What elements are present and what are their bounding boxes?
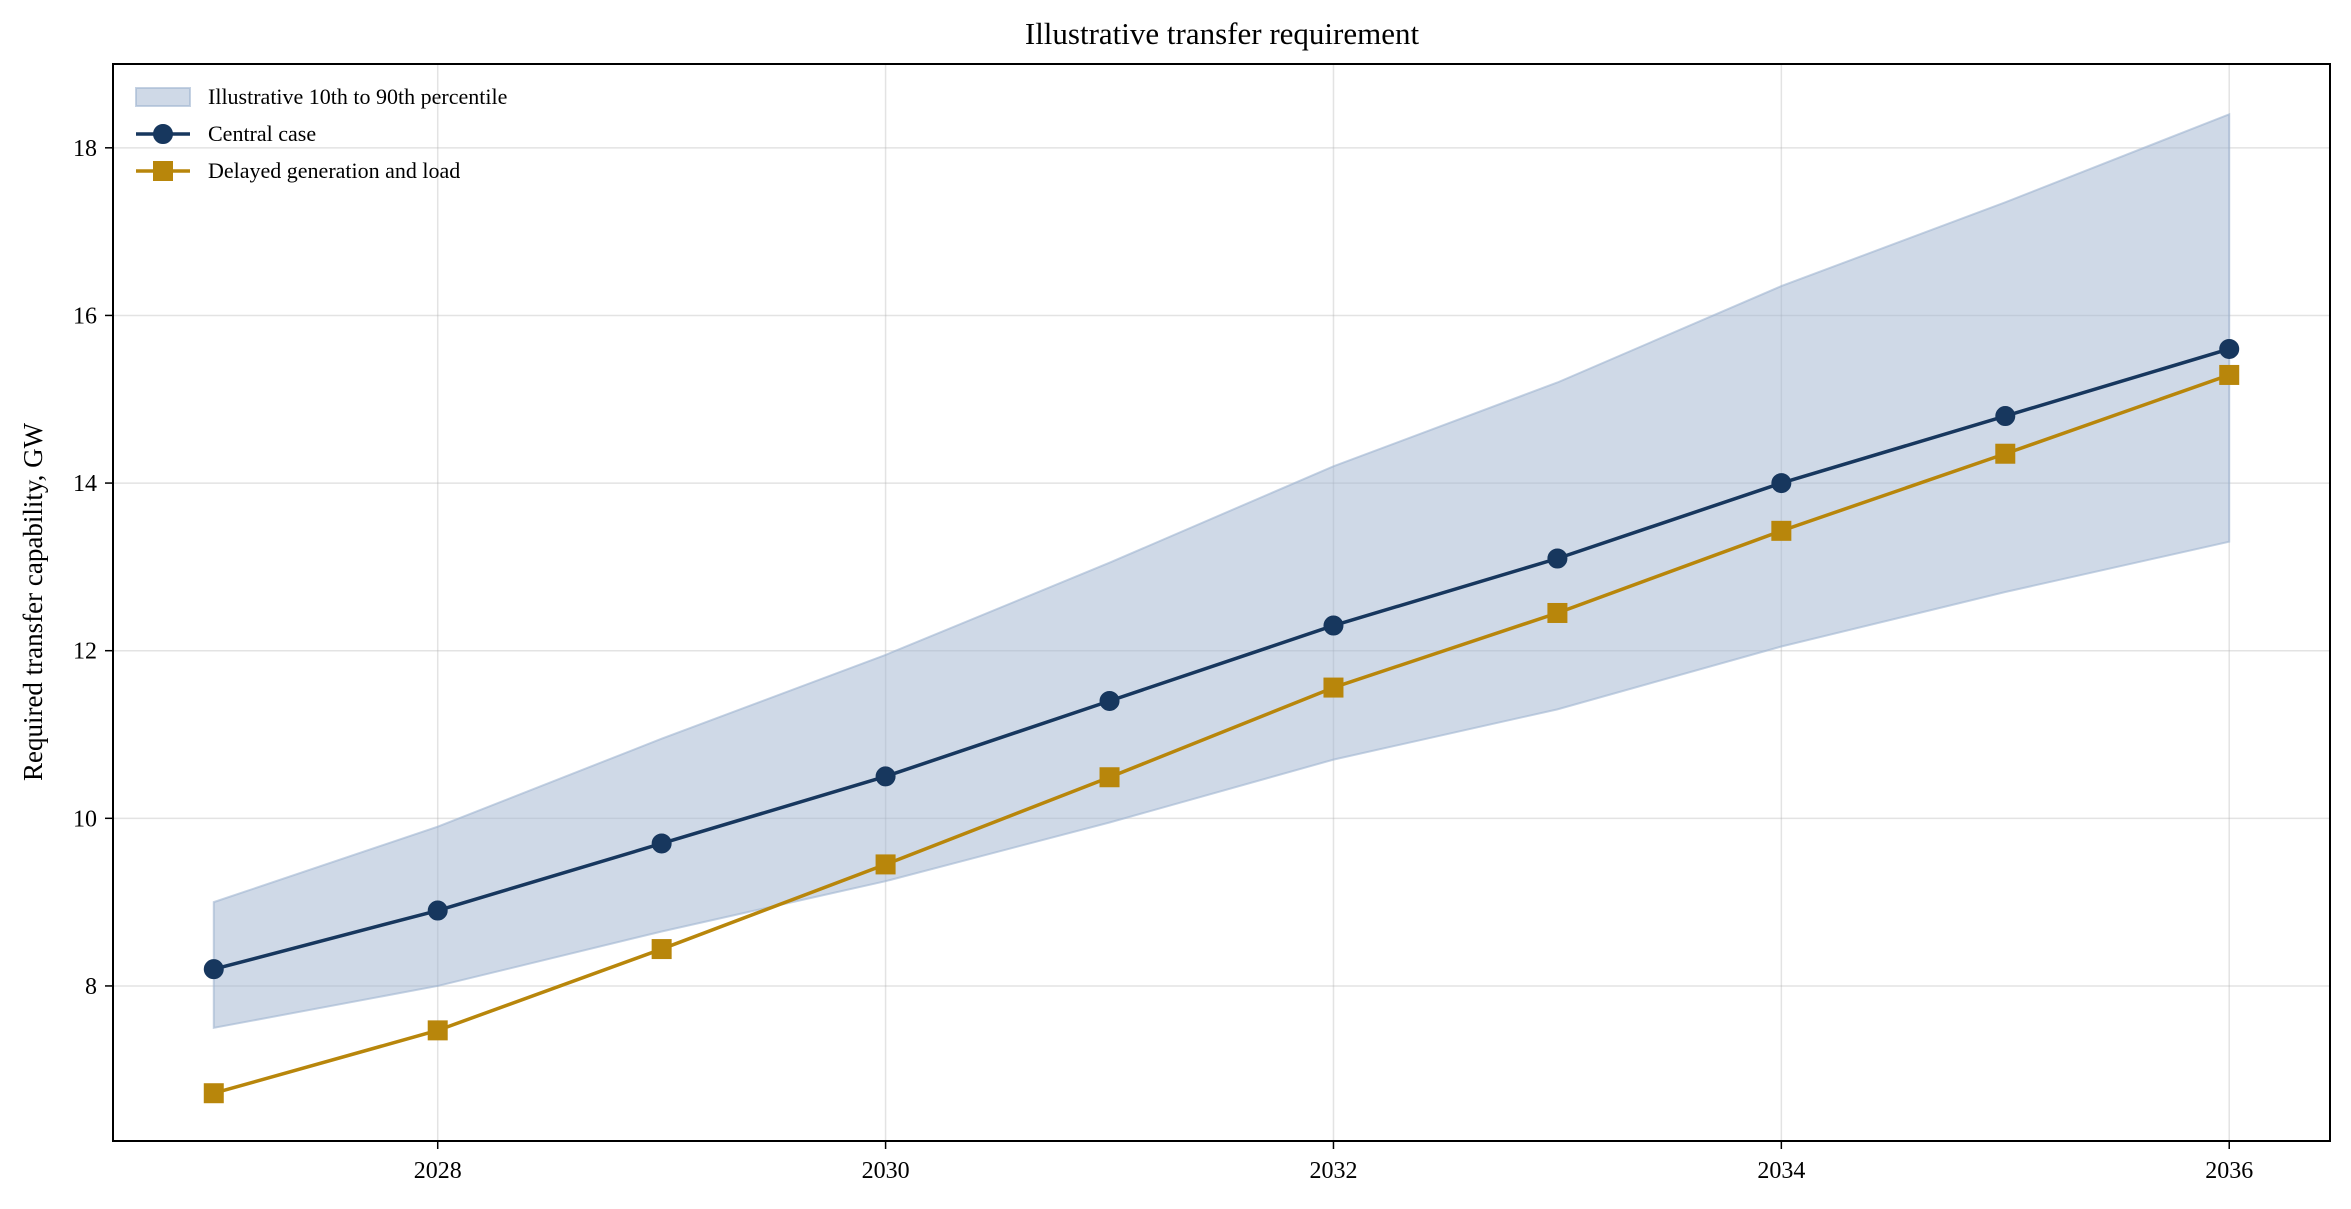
y-tick-label: 18	[73, 136, 97, 162]
data-point-circle	[1771, 473, 1792, 494]
x-tick-label: 2034	[1757, 1158, 1805, 1184]
data-point-circle	[651, 833, 672, 854]
legend-series-label: Central case	[208, 121, 316, 146]
x-tick-label: 2032	[1309, 1158, 1357, 1184]
data-point-circle	[1099, 690, 1120, 711]
data-point-square	[875, 854, 896, 875]
chart-title: Illustrative transfer requirement	[1025, 16, 1420, 51]
data-point-circle	[203, 959, 224, 980]
data-point-square	[1995, 443, 2016, 464]
legend: Illustrative 10th to 90th percentile Cent…	[135, 84, 507, 183]
data-point-square	[1099, 767, 1120, 788]
data-point-circle	[875, 766, 896, 787]
y-tick-label: 16	[73, 303, 97, 329]
data-point-circle	[1995, 406, 2016, 427]
data-point-square	[1323, 677, 1344, 698]
data-point-square	[203, 1083, 224, 1104]
data-point-circle	[1323, 615, 1344, 636]
y-tick-label: 12	[73, 639, 97, 665]
y-tick-label: 10	[73, 806, 97, 832]
y-tick-label: 14	[73, 471, 97, 497]
legend-series-label: Delayed generation and load	[208, 158, 460, 183]
data-point-circle	[2219, 338, 2240, 359]
data-point-square	[1547, 602, 1568, 623]
y-tick-label: 8	[85, 974, 97, 1000]
data-point-circle	[427, 900, 448, 921]
data-point-circle	[1547, 548, 1568, 569]
x-tick-label: 2030	[862, 1158, 910, 1184]
legend-marker	[153, 161, 173, 181]
y-axis-label: Required transfer capability, GW	[18, 422, 48, 781]
band-layer	[212, 112, 2231, 1030]
tick-layer: 2028 2030 2032 2034 2036 8 10 12 14 16 18	[73, 136, 2253, 1184]
x-tick-label: 2028	[414, 1158, 462, 1184]
percentile-band	[212, 112, 2231, 1030]
series-line	[213, 373, 2230, 1095]
legend-band-label: Illustrative 10th to 90th percentile	[208, 84, 507, 109]
data-point-square	[2219, 364, 2240, 385]
legend-band-swatch	[135, 87, 191, 107]
series-1	[203, 338, 2240, 980]
legend-marker	[153, 124, 173, 144]
plot-frame	[112, 63, 2331, 1142]
series-layer	[203, 338, 2240, 1104]
series-2	[203, 364, 2240, 1104]
x-tick-label: 2036	[2205, 1158, 2253, 1184]
data-point-square	[1771, 520, 1792, 541]
data-point-square	[427, 1020, 448, 1041]
series-line	[213, 347, 2230, 971]
data-point-square	[651, 939, 672, 960]
